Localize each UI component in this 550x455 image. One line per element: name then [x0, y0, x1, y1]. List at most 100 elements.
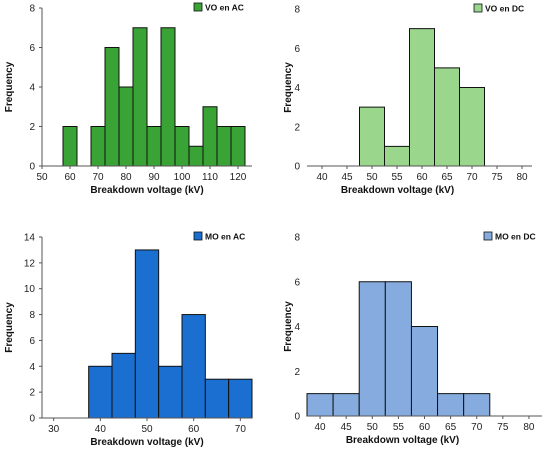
y-tick-label: 2: [29, 122, 35, 133]
y-tick-label: 8: [29, 310, 35, 321]
y-axis-title: Frequency: [283, 301, 294, 352]
legend-swatch: [473, 3, 483, 13]
chart-panel-2: 0 2 4 6 8 40 45 50 55 60 65 70 75 80 Breakdown voltage…: [283, 3, 532, 196]
y-tick-label: 0: [29, 162, 35, 173]
x-tick-label: 60: [188, 424, 200, 435]
histogram-bar: [409, 28, 435, 167]
x-tick-label: 70: [92, 172, 104, 183]
x-axis-title: Breakdown voltage (kV): [346, 435, 459, 446]
x-axis-title: Breakdown voltage (kV): [341, 185, 454, 196]
histogram-bar: [160, 27, 176, 167]
x-tick-label: 50: [367, 422, 379, 433]
x-tick-label: 60: [64, 172, 76, 183]
x-tick-label: 65: [441, 172, 453, 183]
y-tick-label: 8: [29, 4, 35, 15]
x-tick-label: 75: [491, 172, 503, 183]
y-tick-label: 8: [294, 233, 300, 244]
x-tick-label: 50: [36, 172, 48, 183]
x-tick-label: 70: [235, 424, 247, 435]
x-tick-label: 55: [391, 172, 403, 183]
legend-label: VO en DC: [485, 4, 524, 14]
chart-panel-3: 0 2 4 6 8 10 12 14 30 40 50 60 70 Breakdown voltage (…: [4, 231, 253, 448]
histogram-bar: [384, 281, 412, 417]
x-tick-label: 90: [148, 172, 160, 183]
histogram-bar: [202, 106, 218, 167]
x-tick-label: 120: [230, 172, 247, 183]
y-tick-label: 6: [294, 44, 300, 55]
histogram-bar: [437, 393, 465, 417]
legend-label: VO en AC: [205, 3, 244, 13]
x-axis-title: Breakdown voltage (kV): [90, 437, 203, 448]
y-tick-label: 4: [29, 83, 35, 94]
y-tick-label: 4: [294, 83, 300, 94]
y-axis-title: Frequency: [283, 62, 294, 113]
x-tick-label: 45: [341, 172, 353, 183]
x-tick-label: 70: [466, 172, 478, 183]
histogram-bar: [174, 126, 190, 167]
y-tick-label: 2: [294, 367, 300, 378]
y-tick-label: 6: [294, 277, 300, 288]
y-tick-label: 6: [29, 43, 35, 54]
histogram-bar: [104, 47, 120, 167]
histogram-bar: [358, 281, 386, 417]
histogram-bar: [118, 86, 134, 167]
y-axis-title: Frequency: [4, 61, 15, 112]
y-tick-label: 2: [29, 388, 35, 399]
histogram-bar: [306, 393, 334, 417]
legend-swatch: [483, 231, 493, 241]
x-tick-label: 110: [202, 172, 218, 183]
y-axis-title: Frequency: [4, 302, 15, 353]
x-tick-label: 50: [141, 424, 153, 435]
histogram-bar: [459, 87, 485, 167]
legend-label: MO en DC: [495, 232, 536, 242]
chart-panel-1: 0 2 4 6 8 50 60 70 80 90 100 110 120 Breakdown voltag…: [4, 3, 252, 196]
histogram-bar: [230, 126, 246, 167]
histogram-bar: [181, 314, 206, 419]
histogram-bar: [62, 126, 78, 167]
histogram-bar: [463, 393, 491, 417]
histogram-bar: [134, 249, 160, 419]
histogram-bar: [359, 106, 385, 167]
histogram-bar: [111, 352, 136, 419]
y-tick-label: 12: [24, 258, 36, 269]
x-tick-label: 60: [419, 422, 431, 433]
x-tick-label: 50: [366, 172, 378, 183]
y-tick-label: 0: [294, 162, 300, 173]
histogram-bar: [216, 126, 232, 167]
y-tick-label: 0: [294, 412, 300, 423]
histogram-bar: [228, 378, 253, 419]
y-tick-label: 10: [24, 284, 36, 295]
y-tick-label: 4: [294, 322, 300, 333]
histogram-bar: [132, 27, 148, 167]
x-tick-label: 45: [341, 422, 353, 433]
x-tick-label: 100: [174, 172, 191, 183]
x-tick-label: 80: [516, 172, 528, 183]
histogram-bar: [158, 365, 183, 419]
y-tick-label: 8: [294, 5, 300, 16]
histogram-bar: [146, 126, 162, 167]
x-tick-label: 40: [95, 424, 107, 435]
y-tick-label: 14: [24, 233, 36, 244]
legend-swatch: [193, 231, 203, 241]
x-tick-label: 65: [445, 422, 457, 433]
x-axis-title: Breakdown voltage (kV): [90, 185, 203, 196]
x-tick-label: 40: [316, 172, 328, 183]
histogram-bar: [88, 365, 113, 419]
histogram-bar: [204, 378, 230, 419]
chart-panel-4: 0 2 4 6 8 40 45 50 55 60 65 70 75 80 Breakdown voltage…: [283, 231, 542, 446]
histogram-bar: [410, 326, 439, 417]
histogram-bar: [90, 126, 106, 167]
x-tick-label: 30: [48, 424, 60, 435]
y-tick-label: 4: [29, 362, 35, 373]
x-tick-label: 60: [416, 172, 428, 183]
x-tick-label: 70: [471, 422, 483, 433]
histogram-bar: [384, 145, 410, 167]
x-tick-label: 80: [523, 422, 535, 433]
histogram-bar: [332, 393, 360, 417]
y-tick-label: 0: [29, 414, 35, 425]
x-tick-label: 40: [314, 422, 326, 433]
y-tick-label: 2: [294, 122, 300, 133]
x-tick-label: 80: [120, 172, 132, 183]
legend-label: MO en AC: [205, 232, 245, 242]
